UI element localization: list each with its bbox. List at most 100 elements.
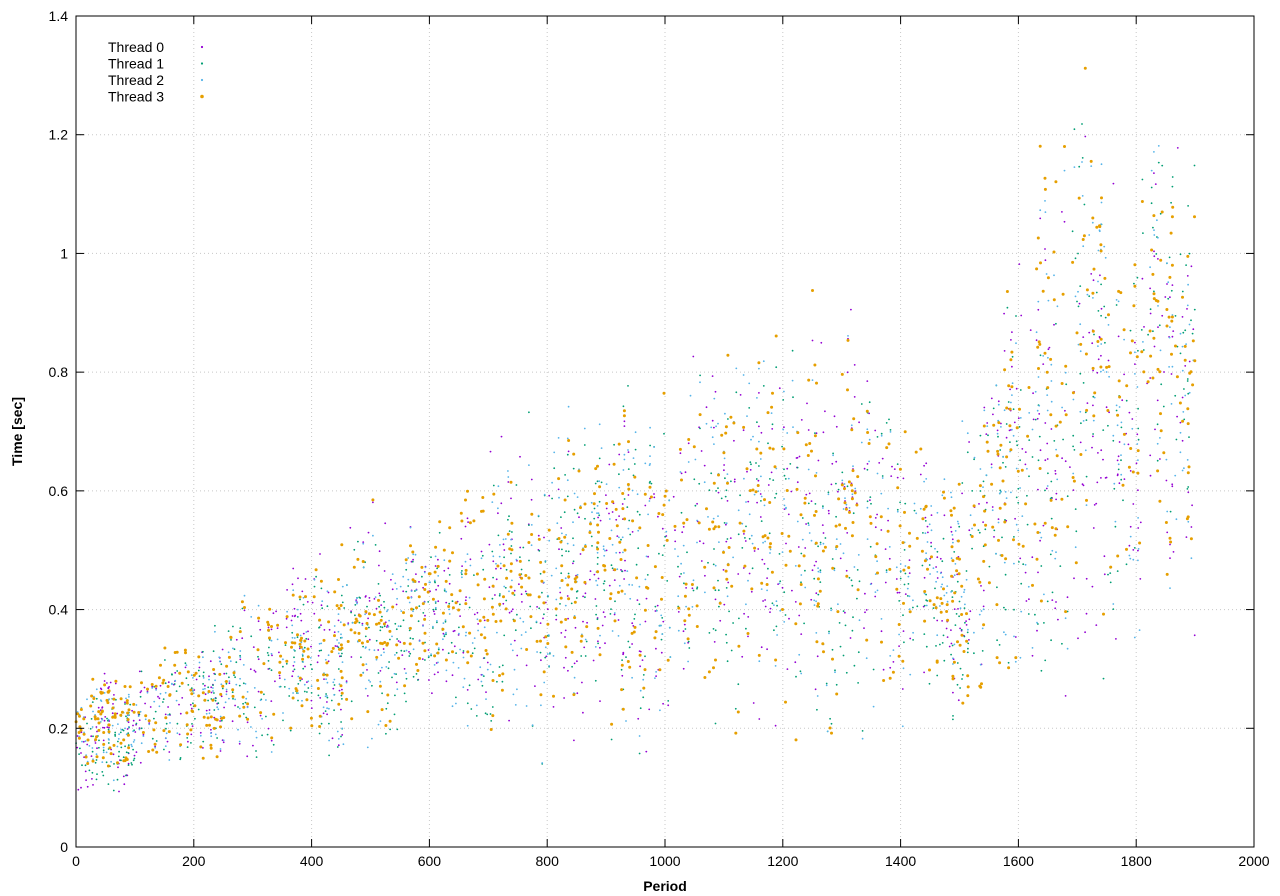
data-point [1012, 408, 1015, 411]
data-point [225, 690, 228, 693]
data-point [1125, 563, 1128, 566]
data-point [596, 547, 600, 551]
data-point [660, 651, 663, 654]
data-point [967, 642, 970, 645]
data-point [555, 618, 558, 621]
data-point [422, 612, 425, 614]
data-point [950, 491, 952, 494]
data-point [519, 617, 522, 620]
data-point [741, 655, 744, 658]
data-point [665, 530, 668, 533]
data-point [764, 605, 767, 608]
data-point [492, 492, 496, 496]
data-point [1170, 319, 1174, 323]
data-point [1103, 245, 1106, 248]
data-point [107, 730, 111, 734]
data-point [379, 641, 383, 645]
data-point [213, 692, 215, 694]
data-point [106, 726, 109, 729]
data-point [770, 471, 773, 474]
data-point [427, 656, 430, 659]
data-point [783, 591, 786, 594]
data-point [718, 601, 722, 605]
data-point [361, 624, 364, 627]
data-point [135, 704, 138, 706]
data-point [791, 379, 794, 382]
data-point [293, 656, 295, 659]
data-point [596, 480, 599, 483]
data-point [600, 481, 603, 484]
data-point [971, 547, 973, 550]
data-point [1081, 195, 1084, 197]
data-point [1138, 629, 1141, 631]
data-point [979, 468, 982, 470]
data-point [1136, 386, 1139, 388]
data-point [92, 710, 94, 713]
data-point [1139, 521, 1142, 524]
data-point [468, 521, 472, 525]
data-point [168, 693, 172, 697]
data-point [385, 666, 388, 668]
data-point [683, 623, 686, 626]
data-point [563, 666, 565, 669]
data-point [769, 542, 772, 546]
data-point [766, 536, 770, 540]
data-point [744, 537, 746, 539]
data-point [542, 670, 546, 674]
data-point [511, 608, 514, 611]
data-point [737, 683, 740, 686]
data-point [1085, 498, 1088, 502]
data-point [765, 583, 769, 586]
data-point [610, 722, 614, 726]
data-point [800, 419, 803, 421]
data-point [1106, 409, 1110, 412]
data-point [629, 597, 632, 600]
data-point [507, 476, 510, 478]
data-point [1037, 300, 1040, 303]
data-point [1171, 284, 1174, 286]
data-point [898, 467, 902, 471]
data-point [117, 740, 119, 743]
data-point [593, 507, 596, 510]
data-point [1092, 404, 1094, 407]
data-point [307, 687, 310, 689]
data-point [293, 661, 296, 663]
data-point [914, 450, 918, 454]
data-point [76, 735, 79, 737]
data-point [525, 705, 528, 707]
data-point [985, 474, 988, 476]
data-point [796, 520, 799, 523]
data-point [395, 651, 398, 654]
data-point [202, 677, 205, 679]
data-point [412, 648, 415, 651]
data-point [1085, 408, 1089, 412]
data-point [662, 391, 666, 395]
data-point [99, 712, 103, 716]
data-point [979, 663, 982, 666]
data-point [960, 613, 964, 616]
data-point [1137, 407, 1139, 410]
data-point [1040, 565, 1043, 567]
data-point [869, 496, 872, 498]
data-point [708, 632, 711, 634]
data-point [856, 588, 860, 592]
data-point [1151, 376, 1155, 380]
data-point [1092, 414, 1096, 418]
data-point [1191, 339, 1195, 343]
data-point [252, 646, 255, 648]
data-point [813, 604, 816, 606]
data-point [331, 737, 334, 740]
data-point [153, 717, 155, 720]
data-point [492, 484, 495, 487]
data-point [155, 689, 158, 691]
data-point [1071, 391, 1075, 395]
data-point [830, 483, 833, 486]
data-point [1082, 420, 1085, 422]
data-point [941, 560, 944, 563]
data-point [758, 367, 760, 370]
data-point [1190, 319, 1192, 322]
data-point [1092, 297, 1094, 299]
data-point [684, 628, 687, 630]
data-point [1034, 418, 1037, 421]
data-point [447, 605, 451, 608]
